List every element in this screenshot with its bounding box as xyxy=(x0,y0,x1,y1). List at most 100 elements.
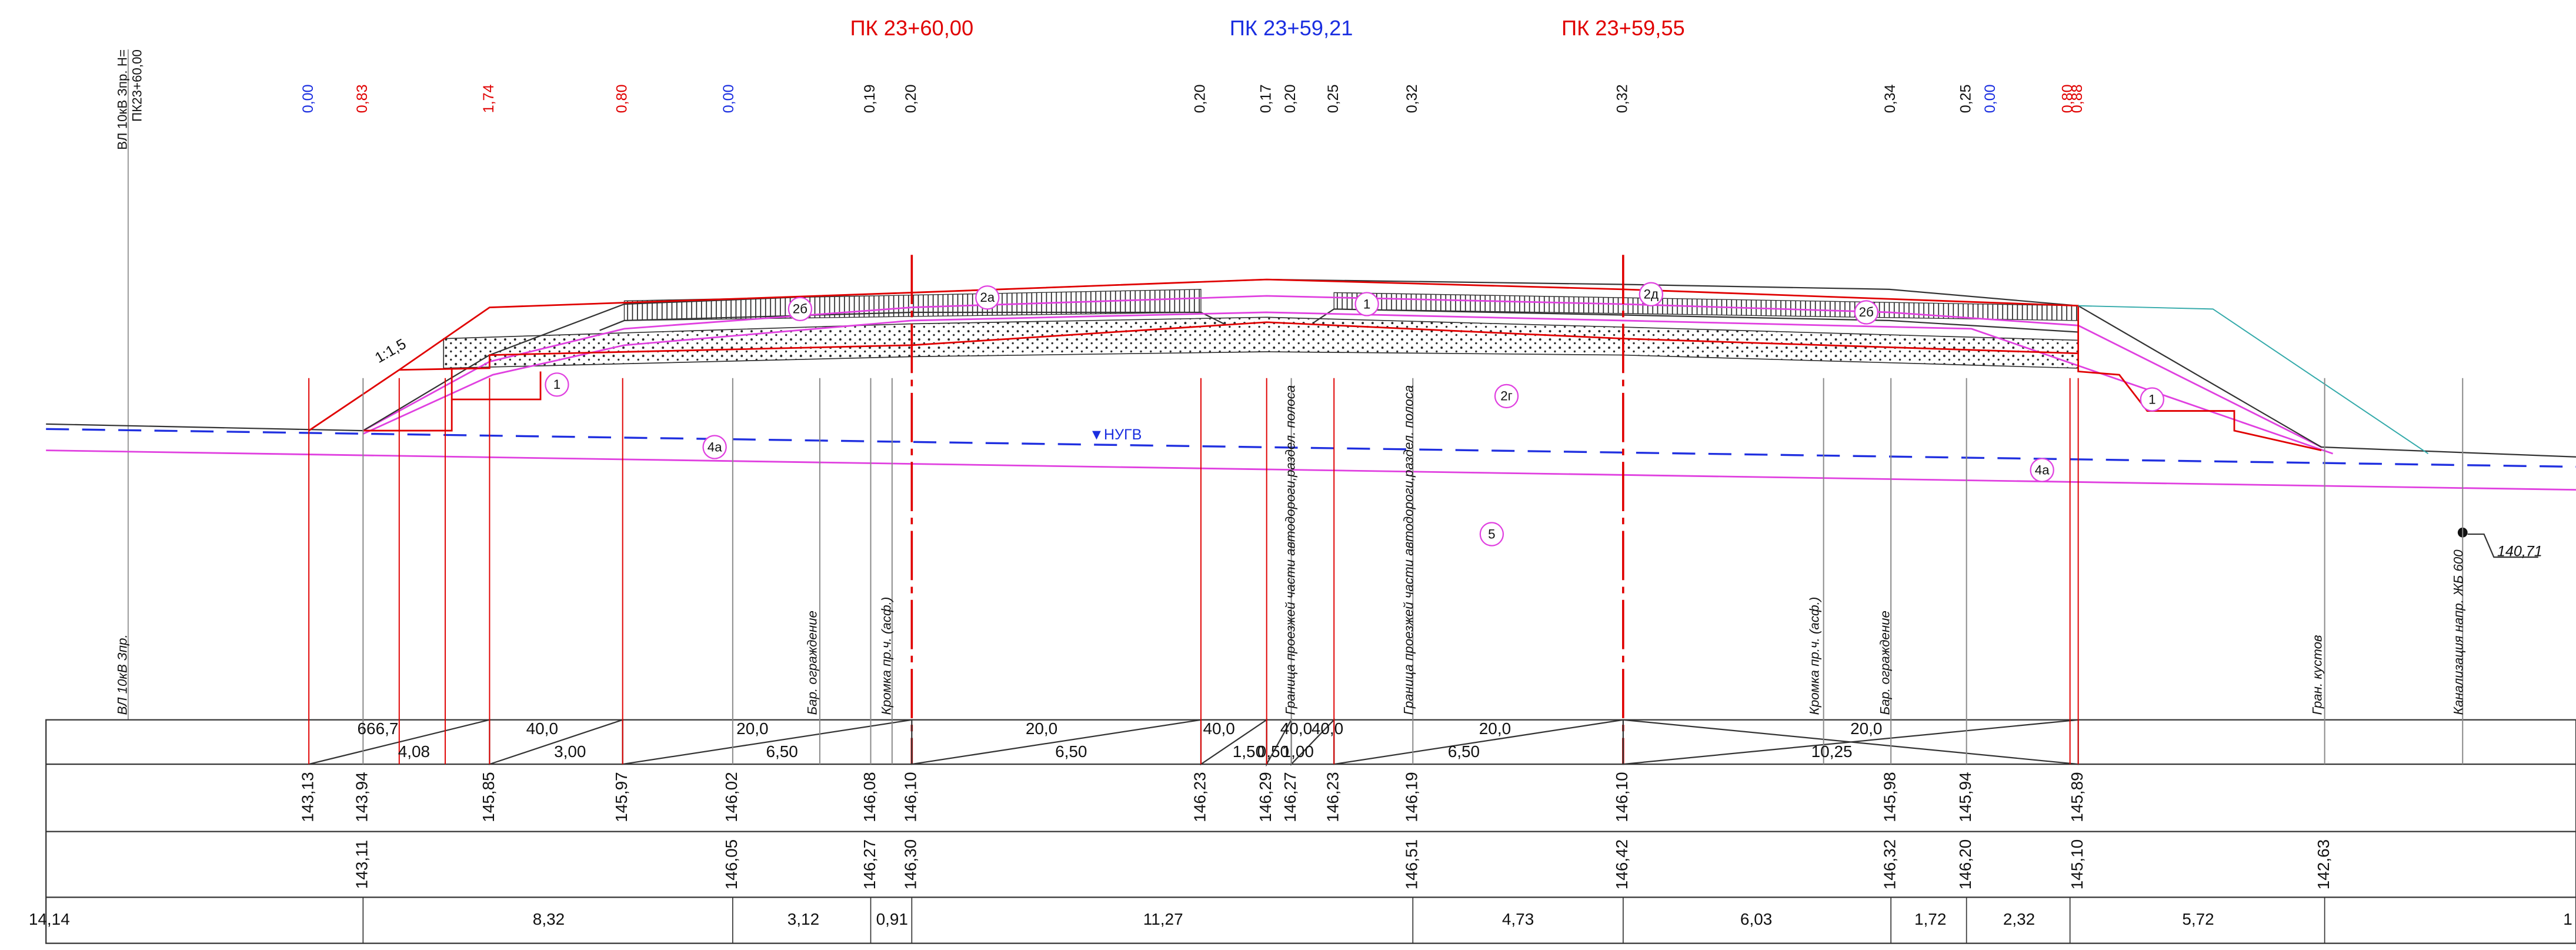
layer-tag-circle xyxy=(2140,387,2164,412)
layer-tag: 1 xyxy=(553,377,560,392)
existing-elevation: 146,20 xyxy=(1956,839,1974,889)
feature-label: Кромка пр.ч. (асф.) xyxy=(879,597,893,715)
layer-tag-circle xyxy=(545,372,569,397)
station-header: ПК 23+60,00 xyxy=(850,16,973,40)
level-label: 140,71 xyxy=(2497,543,2542,559)
layer-tag-circle xyxy=(788,296,813,322)
layer-tag: 5 xyxy=(1488,526,1495,541)
slope-top: 40,0 xyxy=(1203,719,1234,738)
feature-label: Бар. ограждение xyxy=(805,611,820,715)
slope-top: 20,0 xyxy=(1026,719,1057,738)
offset-mark: 0,32 xyxy=(1614,84,1630,113)
slope-bottom: 10,25 xyxy=(1811,742,1853,761)
design-elevation: 146,10 xyxy=(902,772,920,822)
slope-top: 40,0 xyxy=(1280,719,1312,738)
existing-elevation: 146,32 xyxy=(1881,839,1899,889)
design-elevation: 146,29 xyxy=(1256,772,1274,822)
feature-label: Канализация напр. ЖБ 600 xyxy=(2451,549,2466,715)
offset-mark: 0,25 xyxy=(1325,84,1342,113)
layer-tag: 4а xyxy=(708,439,722,454)
distance: 6,03 xyxy=(1740,910,1772,928)
slope-top: 20,0 xyxy=(736,719,768,738)
design-elevation: 146,19 xyxy=(1403,772,1421,822)
offset-mark: 0,00 xyxy=(300,84,316,113)
layer-tag: 2б xyxy=(1859,305,1874,319)
design-elevation: 146,02 xyxy=(722,772,740,822)
slope-bottom: 6,50 xyxy=(1448,742,1480,761)
distance: 1 xyxy=(2563,910,2572,928)
offset-mark: 0,00 xyxy=(1982,84,1998,113)
offset-mark: 0,20 xyxy=(903,84,919,113)
design-elevation: 145,89 xyxy=(2068,772,2086,822)
offset-mark: 0,17 xyxy=(1257,84,1274,113)
feature-label: Гран. кустов xyxy=(2310,635,2324,715)
existing-elevation: 145,10 xyxy=(2068,839,2086,889)
existing-elevation: 146,30 xyxy=(902,839,920,889)
slope-bottom: 1,50 xyxy=(1233,742,1264,761)
design-elevation: 145,94 xyxy=(1956,772,1974,822)
left-label: ВЛ 10кВ Зпр. Н= xyxy=(115,49,129,150)
layer-tag-circle xyxy=(975,285,1000,310)
offset-mark: 0,20 xyxy=(1282,84,1299,113)
layer-tag-circle xyxy=(1479,522,1504,546)
offset-mark: 0,88 xyxy=(2069,84,2086,113)
layer-tag: 2д xyxy=(1644,287,1659,302)
slope-bottom: 3,00 xyxy=(554,742,586,761)
layer-tag: 2г xyxy=(1500,389,1513,404)
existing-elevation: 146,42 xyxy=(1613,839,1631,889)
existing-elevation: 143,11 xyxy=(353,840,371,889)
design-elevation: 143,94 xyxy=(353,772,371,822)
offset-mark: 0,25 xyxy=(1957,84,1974,113)
feature-label: ВЛ 10кВ Зпр. xyxy=(115,634,129,715)
distance: 14,14 xyxy=(29,910,70,928)
existing-elevation: 146,51 xyxy=(1403,839,1421,889)
design-elevation: 146,08 xyxy=(860,772,879,822)
design-elevation: 146,10 xyxy=(1613,772,1631,822)
offset-mark: 0,19 xyxy=(862,84,878,113)
design-elevation: 146,27 xyxy=(1281,772,1299,822)
distance: 3,12 xyxy=(788,910,819,928)
geometry xyxy=(45,49,2576,944)
slope-bottom: 4,08 xyxy=(398,742,430,761)
slope-top: 20,0 xyxy=(1850,719,1882,738)
distance: 5,72 xyxy=(2182,910,2214,928)
distance: 4,73 xyxy=(1502,910,1534,928)
design-elevation: 146,23 xyxy=(1190,772,1209,822)
distance: 11,27 xyxy=(1143,910,1183,928)
layer-tag: 4а xyxy=(2035,462,2050,477)
water-level-label: ▼НУГВ xyxy=(1089,426,1142,443)
offset-mark: 0,32 xyxy=(1404,84,1420,113)
slope-bottom: 6,50 xyxy=(766,742,798,761)
feature-label: Граница проезжей части автодороги,раздел… xyxy=(1402,385,1416,715)
layer-tag: 1 xyxy=(2148,392,2155,406)
existing-elevation: 146,05 xyxy=(722,839,740,889)
slope-label: 1:1,5 xyxy=(372,336,409,366)
layer-tag-circle xyxy=(1639,282,1664,306)
offset-mark: 1,74 xyxy=(481,84,497,113)
offset-mark: 0,80 xyxy=(2059,84,2076,113)
distance: 1,72 xyxy=(1914,910,1946,928)
slope-top: 40,0 xyxy=(1312,719,1343,738)
layer-tag: 2б xyxy=(793,302,807,316)
feature-label: Граница проезжей части автодороги,раздел… xyxy=(1283,385,1297,715)
design-elevation: 145,97 xyxy=(612,772,630,822)
layer-tag: 2а xyxy=(980,290,995,305)
design-elevation: 145,98 xyxy=(1881,772,1899,822)
layer-tag-circle xyxy=(1854,300,1878,325)
layer-tag-circle xyxy=(702,435,727,459)
offset-mark: 0,34 xyxy=(1882,84,1898,113)
distance: 0,91 xyxy=(876,910,908,928)
design-elevation: 145,85 xyxy=(479,772,498,822)
distance: 2,32 xyxy=(2003,910,2035,928)
layer-tag-circle xyxy=(1494,384,1519,409)
layer-tag-circle xyxy=(1354,292,1379,316)
station-header: ПК 23+59,21 xyxy=(1230,16,1353,40)
distance: 8,32 xyxy=(533,910,565,928)
slope-top: 666,7 xyxy=(358,719,399,738)
slope-top: 40,0 xyxy=(526,719,558,738)
feature-label: Кромка пр.ч. (асф.) xyxy=(1807,597,1822,715)
layer-tag-circle xyxy=(2030,458,2054,482)
existing-elevation: 142,63 xyxy=(2314,839,2333,889)
slope-top: 20,0 xyxy=(1479,719,1511,738)
